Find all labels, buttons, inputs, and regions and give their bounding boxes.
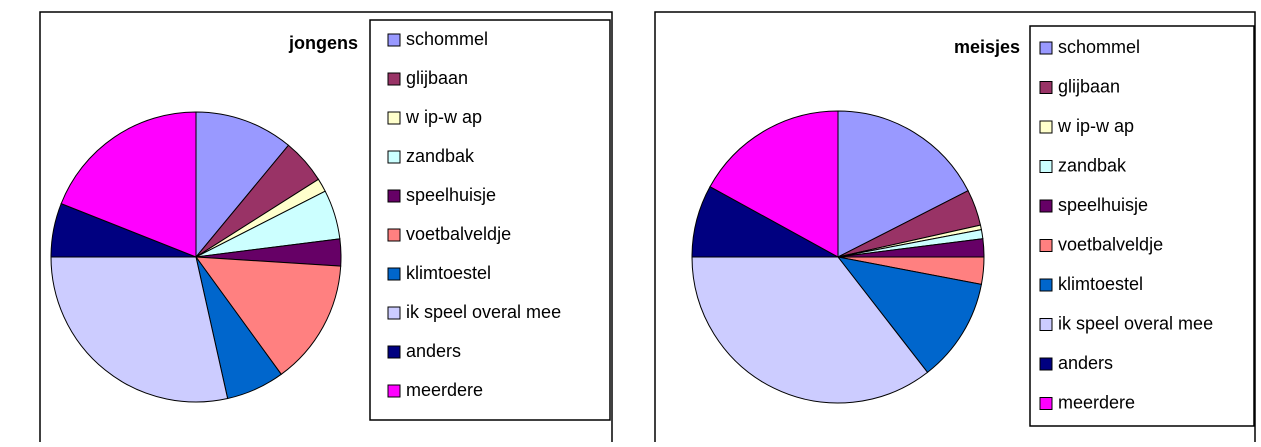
legend-label: ik speel overal mee (1058, 313, 1213, 333)
legend-label: schommel (1058, 37, 1140, 57)
legend-swatch (1039, 278, 1053, 292)
legend-label: klimtoestel (1058, 274, 1143, 294)
pie-slice (194, 256, 342, 376)
legend-label: schommel (406, 29, 488, 49)
legend-swatch (387, 72, 401, 86)
pie-slice (195, 111, 290, 259)
legend-label: zandbak (406, 146, 475, 166)
legend-swatch (1039, 120, 1053, 134)
legend-label: zandbak (1058, 155, 1127, 175)
pie-slice (837, 110, 969, 258)
legend-swatch (1039, 239, 1053, 252)
legend-swatch (387, 384, 401, 398)
chart-title: meisjes (954, 37, 1020, 57)
legend-swatch (387, 306, 401, 320)
pie-slice (691, 256, 929, 404)
legend-swatch (387, 267, 401, 281)
pie-slice (50, 256, 229, 403)
legend-label: ik speel overal mee (406, 302, 561, 322)
legend-label: meerdere (1058, 392, 1135, 412)
legend-label: speelhuisje (1058, 195, 1148, 215)
legend-swatch (387, 228, 401, 242)
legend-label: glijbaan (406, 68, 468, 88)
legend-label: glijbaan (1058, 76, 1120, 96)
legend-label: meerdere (406, 380, 483, 400)
legend-swatch (387, 33, 401, 47)
legend-swatch (1039, 160, 1053, 173)
legend-label: w ip-w ap (405, 107, 482, 127)
legend-swatch (1039, 81, 1053, 94)
legend-swatch (1039, 357, 1053, 371)
legend-label: anders (1058, 353, 1113, 373)
pie-slice (836, 256, 982, 374)
legend-swatch (387, 189, 401, 203)
legend-box (1029, 25, 1255, 427)
legend-swatch (387, 345, 401, 359)
legend-label: voetbalveldje (1058, 234, 1163, 254)
legend-swatch (387, 150, 401, 164)
legend-swatch (387, 111, 401, 125)
chart-title: jongens (288, 33, 358, 53)
legend-label: w ip-w ap (1057, 116, 1134, 136)
legend-swatch (1039, 41, 1053, 55)
legend-label: speelhuisje (406, 185, 496, 205)
legend-label: klimtoestel (406, 263, 491, 283)
legend-label: voetbalveldje (406, 224, 511, 244)
pie-slice (60, 111, 197, 258)
pie-slice (709, 110, 839, 258)
legend-swatch (1039, 318, 1053, 331)
legend-label: anders (406, 341, 461, 361)
legend-swatch (1039, 397, 1053, 410)
legend-swatch (1039, 199, 1053, 213)
legend-box (369, 19, 611, 421)
